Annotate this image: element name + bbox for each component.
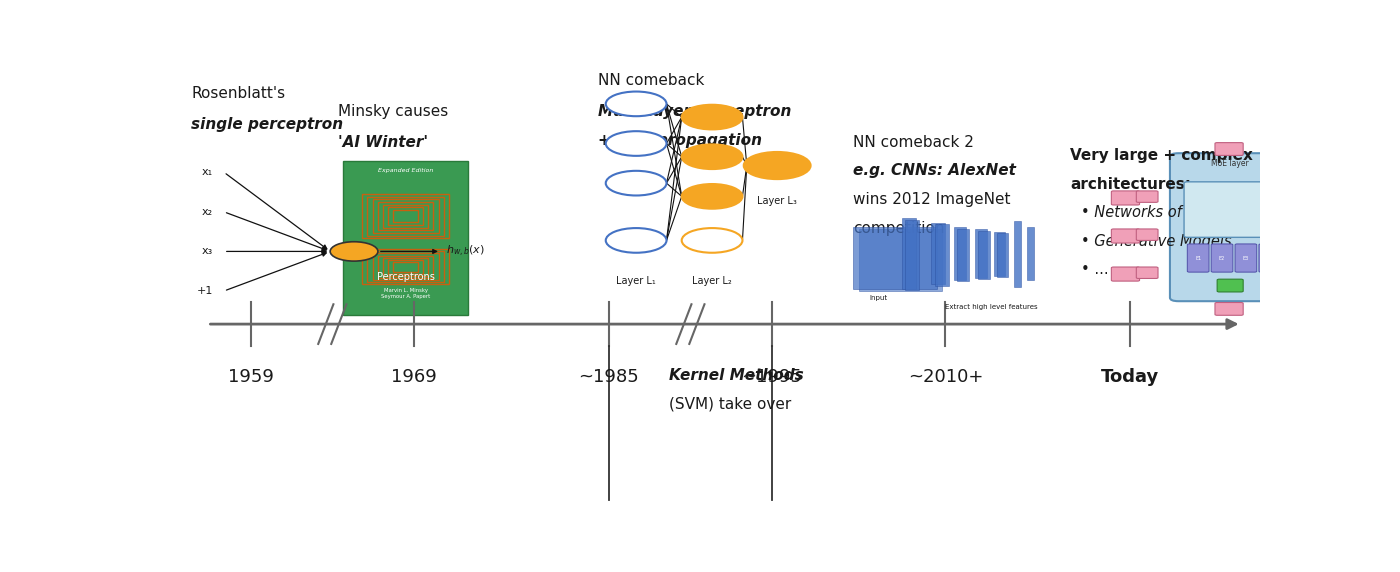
FancyBboxPatch shape xyxy=(1112,191,1140,205)
Text: Expanded Edition: Expanded Edition xyxy=(378,168,433,173)
Text: architectures:: architectures: xyxy=(1070,177,1191,192)
FancyBboxPatch shape xyxy=(1112,267,1140,281)
FancyBboxPatch shape xyxy=(935,224,949,286)
Text: +1: +1 xyxy=(629,236,643,245)
FancyBboxPatch shape xyxy=(1285,229,1313,243)
Text: x₁: x₁ xyxy=(631,99,641,109)
Text: 1959: 1959 xyxy=(228,368,274,386)
FancyBboxPatch shape xyxy=(1137,191,1158,202)
Text: ~2010+: ~2010+ xyxy=(907,368,983,386)
Text: Layer L₃: Layer L₃ xyxy=(757,196,797,206)
Text: NN comeback 2: NN comeback 2 xyxy=(853,135,974,150)
Text: ~1995: ~1995 xyxy=(742,368,802,386)
FancyBboxPatch shape xyxy=(1112,229,1140,243)
FancyBboxPatch shape xyxy=(958,229,969,281)
Text: E4: E4 xyxy=(1267,256,1273,260)
Text: Layer L₁: Layer L₁ xyxy=(616,276,657,285)
Text: wins 2012 ImageNet: wins 2012 ImageNet xyxy=(853,192,1011,207)
FancyBboxPatch shape xyxy=(1184,182,1277,237)
Text: Input: Input xyxy=(869,296,888,301)
Text: Multi-layer perceptron: Multi-layer perceptron xyxy=(598,104,791,119)
FancyBboxPatch shape xyxy=(997,233,1008,277)
Text: Perceptrons: Perceptrons xyxy=(377,272,434,282)
Text: • Networks of Networks: • Networks of Networks xyxy=(1081,205,1256,220)
FancyBboxPatch shape xyxy=(1259,244,1281,272)
FancyBboxPatch shape xyxy=(974,229,987,278)
FancyBboxPatch shape xyxy=(953,227,966,280)
Text: Today: Today xyxy=(1100,368,1159,386)
Text: x₃: x₃ xyxy=(202,247,213,256)
FancyBboxPatch shape xyxy=(343,161,468,315)
Circle shape xyxy=(743,152,811,179)
Text: $h_{w,b}(x)$: $h_{w,b}(x)$ xyxy=(447,244,486,259)
Text: 'AI Winter': 'AI Winter' xyxy=(337,135,428,150)
Text: competition: competition xyxy=(853,221,945,236)
FancyBboxPatch shape xyxy=(1235,244,1257,272)
Text: E3: E3 xyxy=(1243,256,1249,260)
Text: Layer L₂: Layer L₂ xyxy=(692,276,732,285)
FancyBboxPatch shape xyxy=(1217,279,1243,292)
FancyBboxPatch shape xyxy=(1014,221,1022,287)
FancyBboxPatch shape xyxy=(1215,303,1243,315)
Text: e.g. CNNs: AlexNet: e.g. CNNs: AlexNet xyxy=(853,164,1016,178)
Text: x₃: x₃ xyxy=(631,178,641,188)
Text: +1: +1 xyxy=(196,286,213,296)
FancyBboxPatch shape xyxy=(906,220,920,290)
Text: + Backpropagation: + Backpropagation xyxy=(598,133,762,148)
Text: Minsky causes: Minsky causes xyxy=(337,104,448,119)
Text: Extract high level features: Extract high level features xyxy=(945,304,1037,310)
FancyBboxPatch shape xyxy=(1170,153,1291,301)
Circle shape xyxy=(682,228,742,253)
FancyBboxPatch shape xyxy=(1137,229,1158,240)
FancyBboxPatch shape xyxy=(1187,244,1210,272)
Text: Kernel Methods: Kernel Methods xyxy=(669,368,804,383)
Text: x₂: x₂ xyxy=(202,207,213,217)
Text: E1: E1 xyxy=(1196,256,1201,260)
Text: Very large + complex: Very large + complex xyxy=(1070,148,1253,163)
Text: $h_{w,b}(x)$: $h_{w,b}(x)$ xyxy=(763,160,791,172)
FancyBboxPatch shape xyxy=(1137,267,1158,279)
Circle shape xyxy=(682,105,742,129)
Circle shape xyxy=(606,92,666,116)
Circle shape xyxy=(606,131,666,156)
FancyBboxPatch shape xyxy=(1285,267,1313,281)
Text: Marvin L. Minsky
Seymour A. Papert: Marvin L. Minsky Seymour A. Papert xyxy=(381,288,430,299)
Text: MoE layer: MoE layer xyxy=(1211,159,1249,168)
Text: x₂: x₂ xyxy=(631,138,641,149)
Text: E2: E2 xyxy=(1219,256,1225,260)
Circle shape xyxy=(606,171,666,196)
Text: single perceptron: single perceptron xyxy=(192,117,343,132)
Text: x₁: x₁ xyxy=(202,167,213,177)
FancyBboxPatch shape xyxy=(902,219,916,289)
Text: • Generative Models: • Generative Models xyxy=(1081,234,1232,249)
Text: • ...: • ... xyxy=(1081,263,1109,277)
Text: (SVM) take over: (SVM) take over xyxy=(669,397,791,412)
Circle shape xyxy=(330,242,378,261)
FancyBboxPatch shape xyxy=(1026,227,1035,280)
Text: 1969: 1969 xyxy=(391,368,437,386)
FancyBboxPatch shape xyxy=(994,232,1005,276)
Text: a₃⁽²⁾: a₃⁽²⁾ xyxy=(704,192,721,201)
Circle shape xyxy=(606,228,666,253)
Text: Rosenblatt's: Rosenblatt's xyxy=(192,86,286,101)
FancyBboxPatch shape xyxy=(853,227,937,289)
FancyBboxPatch shape xyxy=(977,231,990,279)
Text: a₂⁽²⁾: a₂⁽²⁾ xyxy=(704,152,721,161)
Circle shape xyxy=(682,184,742,209)
Text: ~1985: ~1985 xyxy=(578,368,640,386)
Text: NN comeback: NN comeback xyxy=(598,73,704,88)
FancyBboxPatch shape xyxy=(1211,244,1233,272)
FancyBboxPatch shape xyxy=(1285,191,1313,205)
FancyBboxPatch shape xyxy=(1215,142,1243,156)
Text: +1: +1 xyxy=(706,236,718,245)
Text: a₁⁽²⁾: a₁⁽²⁾ xyxy=(704,113,721,122)
FancyBboxPatch shape xyxy=(931,223,945,284)
Circle shape xyxy=(682,144,742,169)
FancyBboxPatch shape xyxy=(858,229,942,291)
